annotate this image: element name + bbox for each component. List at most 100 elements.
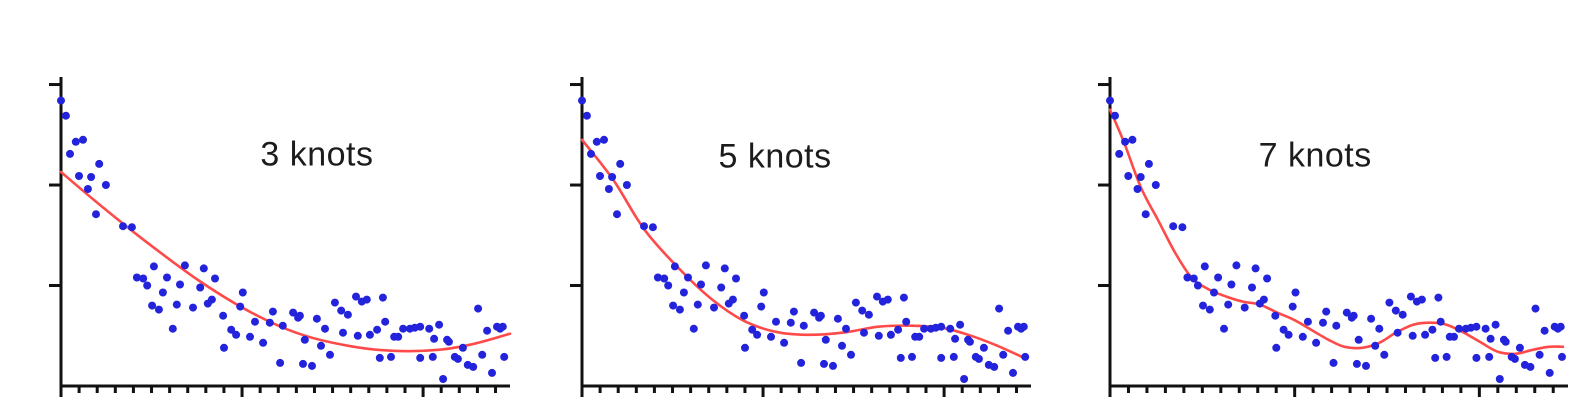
data-point	[219, 311, 228, 320]
data-point	[251, 317, 259, 326]
data-point	[1288, 302, 1297, 311]
data-point	[317, 341, 325, 350]
data-point	[894, 325, 903, 334]
data-point	[1535, 350, 1544, 359]
data-point	[149, 262, 158, 271]
data-point	[1271, 311, 1280, 320]
data-point	[1406, 292, 1415, 301]
spline-fit-curve	[1108, 108, 1565, 356]
data-point	[915, 332, 924, 341]
data-point	[259, 338, 268, 347]
data-point	[1220, 324, 1228, 333]
data-point	[1169, 222, 1178, 231]
data-point	[767, 332, 775, 341]
data-point	[1349, 311, 1358, 320]
data-point	[353, 331, 362, 340]
data-point	[1259, 295, 1268, 304]
data-point	[873, 292, 881, 301]
data-point	[1128, 135, 1137, 144]
data-point	[430, 334, 439, 343]
data-point	[439, 375, 448, 383]
data-point	[1526, 362, 1535, 371]
data-point	[268, 307, 277, 316]
data-point	[1352, 359, 1361, 368]
data-point	[1232, 261, 1241, 270]
data-point	[127, 223, 136, 232]
data-point	[1106, 96, 1114, 105]
data-point	[246, 332, 254, 341]
data-point	[1385, 298, 1394, 307]
data-point	[1021, 352, 1030, 361]
data-point	[740, 311, 749, 320]
data-point	[1144, 159, 1153, 168]
data-point	[717, 283, 726, 292]
data-point	[1421, 330, 1430, 339]
data-point	[1319, 318, 1327, 327]
scatter-plot-svg	[1098, 77, 1568, 397]
data-point	[189, 303, 197, 312]
panel-7-knots: 7 knots	[1096, 60, 1576, 405]
data-point	[444, 337, 453, 346]
data-point	[488, 368, 496, 377]
data-point	[860, 328, 868, 337]
data-point	[613, 210, 621, 219]
data-point	[196, 283, 205, 292]
data-point	[648, 223, 657, 232]
data-point	[689, 324, 698, 333]
data-point	[670, 262, 679, 271]
data-point	[276, 358, 285, 367]
data-point	[810, 308, 819, 317]
data-point	[163, 273, 171, 282]
data-point	[199, 264, 208, 273]
data-point	[500, 352, 509, 361]
data-point	[732, 274, 740, 283]
data-point	[949, 352, 958, 361]
data-point	[697, 280, 705, 289]
data-point	[937, 353, 946, 362]
data-point	[1298, 332, 1307, 341]
data-point	[974, 354, 983, 363]
data-point	[1227, 280, 1236, 289]
data-point	[1450, 332, 1458, 341]
data-point	[119, 222, 127, 231]
data-point	[1491, 320, 1500, 329]
data-point	[399, 324, 408, 333]
data-point	[902, 317, 911, 326]
data-point	[61, 111, 70, 120]
data-point	[1251, 264, 1260, 273]
data-point	[139, 274, 148, 283]
spline-fit-curve	[59, 170, 512, 353]
data-point	[1501, 337, 1510, 346]
data-point	[71, 137, 80, 146]
data-point	[664, 281, 673, 290]
data-point	[741, 343, 749, 352]
panel-label-5-knots: 5 knots	[718, 137, 832, 176]
data-point	[1531, 304, 1540, 313]
data-point	[1362, 361, 1370, 370]
data-point	[498, 322, 507, 331]
data-point	[995, 304, 1004, 313]
data-point	[1189, 274, 1198, 283]
data-point	[1141, 210, 1150, 219]
data-point	[453, 354, 462, 363]
data-point	[946, 324, 955, 333]
panel-5-knots: 5 knots	[568, 60, 1039, 405]
data-point	[753, 330, 762, 339]
data-point	[378, 293, 387, 302]
data-point	[326, 350, 334, 359]
data-point	[786, 318, 795, 327]
data-point	[79, 135, 87, 144]
data-point	[330, 298, 339, 307]
data-point	[1428, 325, 1437, 334]
data-point	[1442, 352, 1451, 361]
data-point	[1200, 262, 1209, 271]
data-point	[176, 280, 184, 289]
data-point	[660, 274, 669, 283]
data-point	[236, 302, 245, 311]
data-point	[759, 288, 768, 297]
data-point	[132, 273, 141, 282]
data-point	[908, 352, 916, 361]
panel-3-knots: 3 knots	[47, 60, 518, 405]
data-point	[851, 298, 860, 307]
data-point	[211, 274, 219, 283]
